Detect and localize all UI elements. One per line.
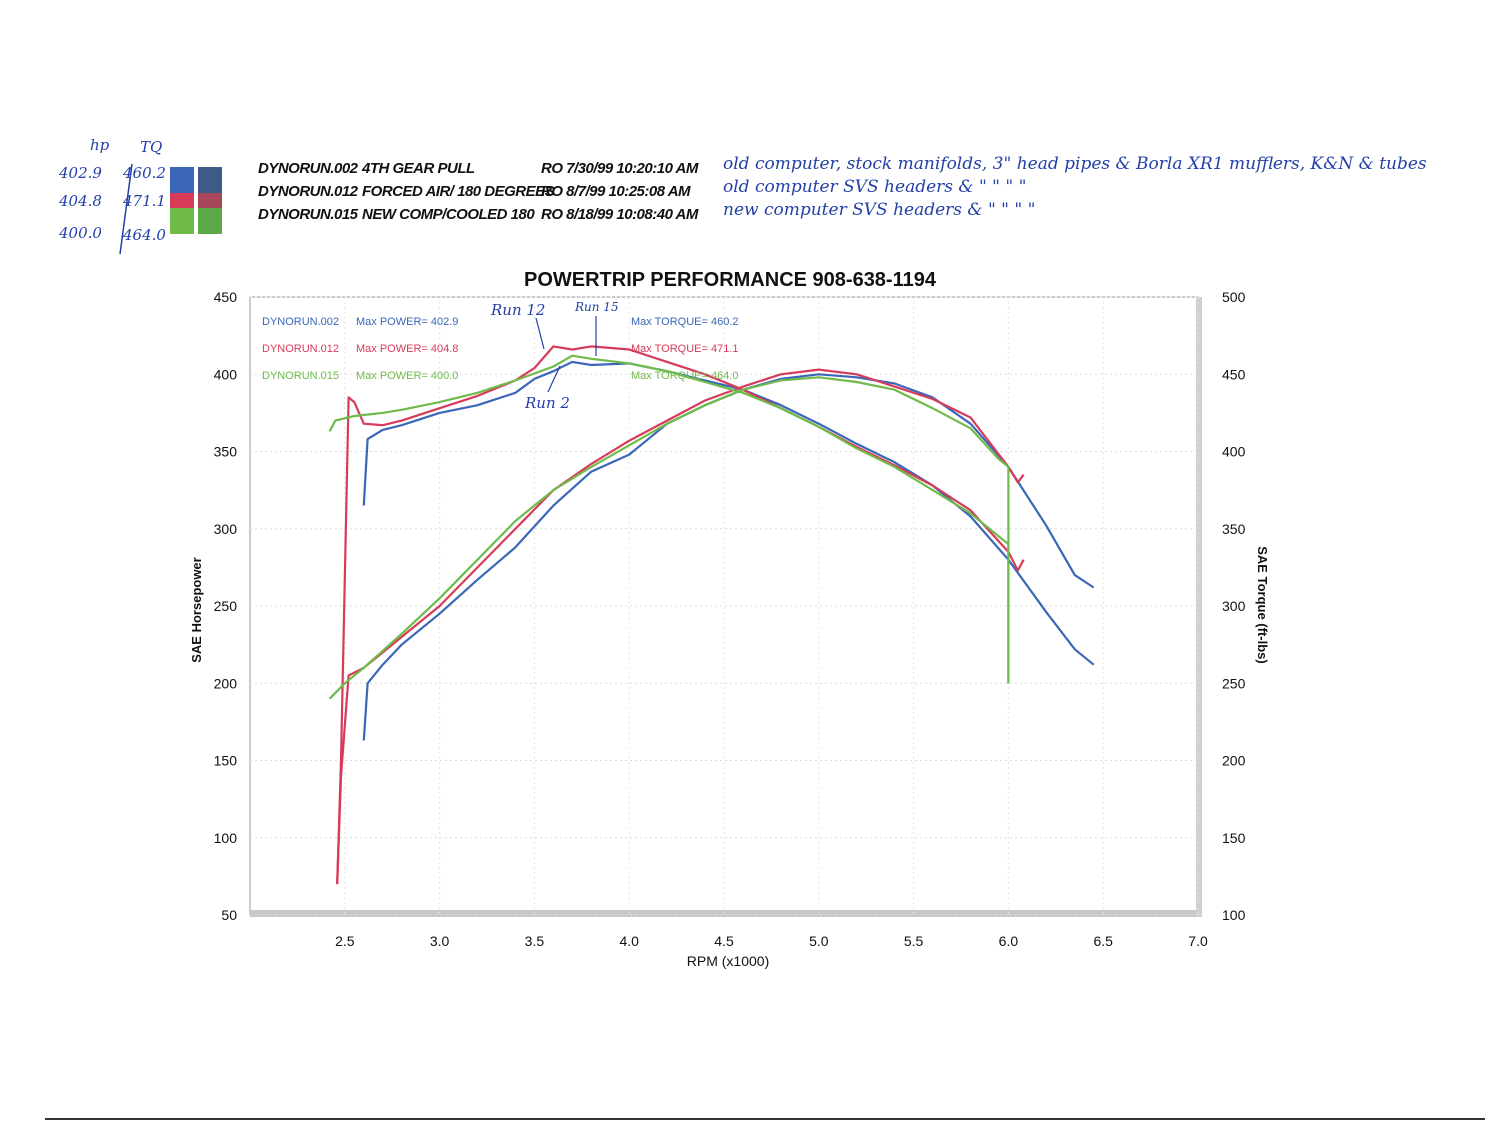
run-id: DYNORUN.015	[258, 206, 358, 223]
power-line	[328, 376, 1010, 700]
annotation-run12: Run 12	[490, 301, 545, 319]
swatch-run15-power	[170, 208, 194, 234]
run-id: DYNORUN.002	[258, 160, 358, 177]
x-tick-label: 3.5	[525, 933, 545, 949]
legend-run: DYNORUN.015	[262, 370, 339, 382]
y-tick-label: 200	[214, 675, 238, 691]
x-tick-label: 3.0	[430, 933, 450, 949]
run-description: NEW COMP/COOLED 180	[362, 206, 535, 223]
legend-power: Max POWER= 402.9	[356, 316, 458, 328]
hp-value-run15: 400.0	[59, 224, 102, 242]
y-tick-label: 350	[214, 444, 238, 460]
legend-run: DYNORUN.002	[262, 316, 339, 328]
y-axis-right: 100 150 200 250 300 350 400 450 500	[1222, 289, 1246, 923]
x-tick-label: 4.0	[619, 933, 639, 949]
x-axis: 2.5 3.0 3.5 4.0 4.5 5.0 5.5 6.0 6.5 7.0	[335, 933, 1208, 949]
run-handwritten-note: old computer SVS headers & " " " "	[723, 177, 1027, 197]
annotation-run2: Run 2	[524, 394, 570, 412]
annotation-run2-pointer	[547, 365, 561, 393]
y2-tick-label: 150	[1222, 830, 1246, 846]
tq-label: TQ	[140, 138, 163, 156]
run-timestamp: RO 8/18/99 10:08:40 AM	[541, 206, 698, 223]
tq-value-run2: 460.2	[123, 164, 166, 182]
x-axis-label: RPM (x1000)	[687, 953, 769, 969]
y-axis-left: 50 100 150 200 250 300 350 400 450	[214, 289, 238, 923]
handwritten-divider	[119, 163, 133, 255]
plot-right-band	[1196, 297, 1202, 917]
legend: DYNORUN.002 Max POWER= 402.9 Max TORQUE= 4…	[262, 316, 739, 382]
annotation-run12-pointer	[535, 317, 545, 350]
run-id: DYNORUN.012	[258, 183, 358, 200]
chart-title: POWERTRIP PERFORMANCE 908-638-1194	[524, 269, 937, 291]
y2-tick-label: 250	[1222, 675, 1246, 691]
torque-line	[336, 345, 1025, 885]
y-tick-label: 300	[214, 521, 238, 537]
hp-value-run2: 402.9	[59, 164, 102, 182]
run-handwritten-note: old computer, stock manifolds, 3" head p…	[723, 154, 1427, 174]
swatch-run2-torque	[198, 167, 222, 193]
legend-torque: Max TORQUE= 471.1	[631, 343, 739, 355]
legend-torque: Max TORQUE= 460.2	[631, 316, 739, 328]
y-tick-label: 50	[221, 907, 237, 923]
annotation-run15: Run 15	[574, 300, 619, 314]
tq-value-run12: 471.1	[123, 192, 166, 210]
swatch-run2-power	[170, 167, 194, 193]
hp-value-run12: 404.8	[59, 192, 102, 210]
run-timestamp: RO 7/30/99 10:20:10 AM	[541, 160, 698, 177]
run-description: FORCED AIR/ 180 DEGREES	[362, 183, 555, 200]
power-line	[336, 368, 1025, 885]
y-tick-label: 450	[214, 289, 238, 305]
legend-torque: Max TORQUE= 464.0	[631, 370, 739, 382]
y-axis-label: SAE Horsepower	[189, 557, 204, 662]
y2-tick-label: 300	[1222, 598, 1246, 614]
page-bottom-rule	[45, 1118, 1485, 1120]
y-tick-label: 150	[214, 753, 238, 769]
x-tick-label: 7.0	[1188, 933, 1208, 949]
y2-tick-label: 500	[1222, 289, 1246, 305]
legend-run: DYNORUN.012	[262, 343, 339, 355]
y2-axis-label: SAE Torque (ft-lbs)	[1255, 546, 1270, 663]
y-tick-label: 100	[214, 830, 238, 846]
tq-value-run15: 464.0	[123, 226, 166, 244]
x-tick-label: 5.0	[809, 933, 829, 949]
y2-tick-label: 450	[1222, 366, 1246, 382]
x-tick-label: 2.5	[335, 933, 355, 949]
x-tick-label: 6.5	[1093, 933, 1113, 949]
hp-label: hp	[90, 136, 110, 154]
run-description: 4TH GEAR PULL	[362, 160, 475, 177]
series-lines	[328, 345, 1095, 885]
y2-tick-label: 350	[1222, 521, 1246, 537]
y-tick-label: 400	[214, 366, 238, 382]
y2-tick-label: 400	[1222, 444, 1246, 460]
x-tick-label: 5.5	[904, 933, 924, 949]
torque-line	[328, 354, 1010, 684]
grid	[250, 296, 1199, 916]
run-timestamp: RO 8/7/99 10:25:08 AM	[541, 183, 691, 200]
legend-power: Max POWER= 400.0	[356, 370, 458, 382]
x-tick-label: 6.0	[999, 933, 1019, 949]
y-tick-label: 250	[214, 598, 238, 614]
y2-tick-label: 200	[1222, 753, 1246, 769]
handwritten-max-values: hp TQ 402.9 460.2 404.8 471.1 400.0 464.…	[55, 136, 255, 266]
x-tick-label: 4.5	[714, 933, 734, 949]
legend-power: Max POWER= 404.8	[356, 343, 458, 355]
swatch-run15-torque	[198, 208, 222, 234]
y2-tick-label: 100	[1222, 907, 1246, 923]
run-handwritten-note: new computer SVS headers & " " " "	[723, 200, 1036, 220]
